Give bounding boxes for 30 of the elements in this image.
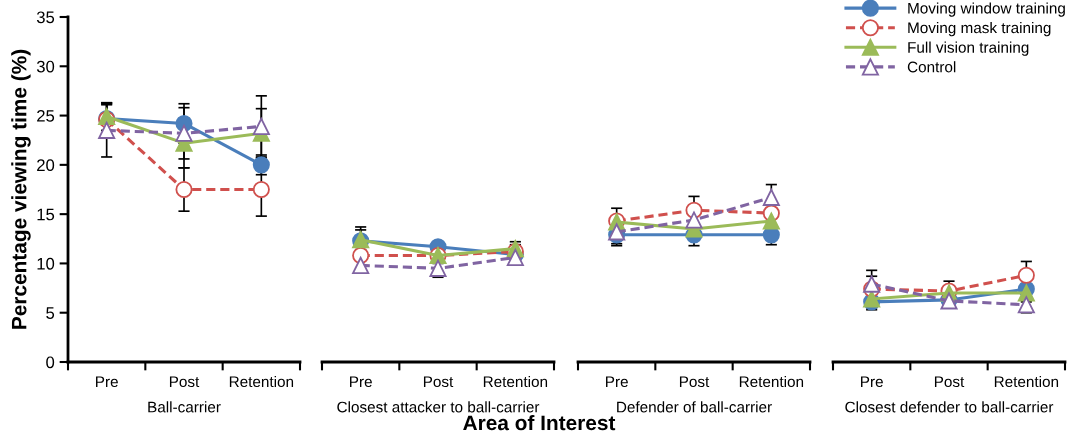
y-tick-label: 30 [36, 60, 55, 73]
x-tick-label: Post [169, 376, 200, 388]
x-tick-label: Pre [350, 376, 372, 388]
x-tick-label: Retention [739, 375, 804, 388]
x-tick-label: Post [423, 376, 454, 388]
y-axis-title: Percentage viewing time (%) [11, 49, 31, 329]
y-tick-label: 10 [37, 257, 55, 270]
legend-label: Moving window training [908, 2, 1065, 17]
x-tick-label: Pre [861, 376, 883, 388]
x-tick-label: Post [934, 376, 965, 388]
y-tick-label: 0 [46, 356, 55, 369]
x-axis-title: Closest attacker to ball-carrier [337, 401, 540, 413]
y-tick-label: 15 [37, 208, 55, 221]
x-axis-title: Ball-carrier [148, 401, 221, 413]
legend-label: Moving mask training [908, 22, 1051, 37]
x-tick-label: Retention [994, 375, 1059, 388]
x-tick-label: Pre [606, 376, 628, 388]
x-axis-title: Closest defender to ball-carrier [845, 401, 1054, 413]
legend-label: Control [907, 61, 956, 73]
y-tick-label: 5 [46, 307, 55, 319]
text: Area of Interest [463, 414, 616, 431]
x-tick-label: Post [679, 376, 710, 388]
y-tick-label: 25 [37, 109, 55, 122]
y-tick-label: 35 [36, 11, 55, 24]
x-tick-label: Retention [483, 375, 548, 388]
y-tick-label: 20 [37, 159, 55, 172]
x-tick-label: Retention [229, 375, 294, 388]
legend-label: Full vision training [908, 41, 1029, 56]
x-axis-title: Defender of ball-carrier [617, 401, 772, 413]
x-tick-label: Pre [96, 376, 118, 388]
